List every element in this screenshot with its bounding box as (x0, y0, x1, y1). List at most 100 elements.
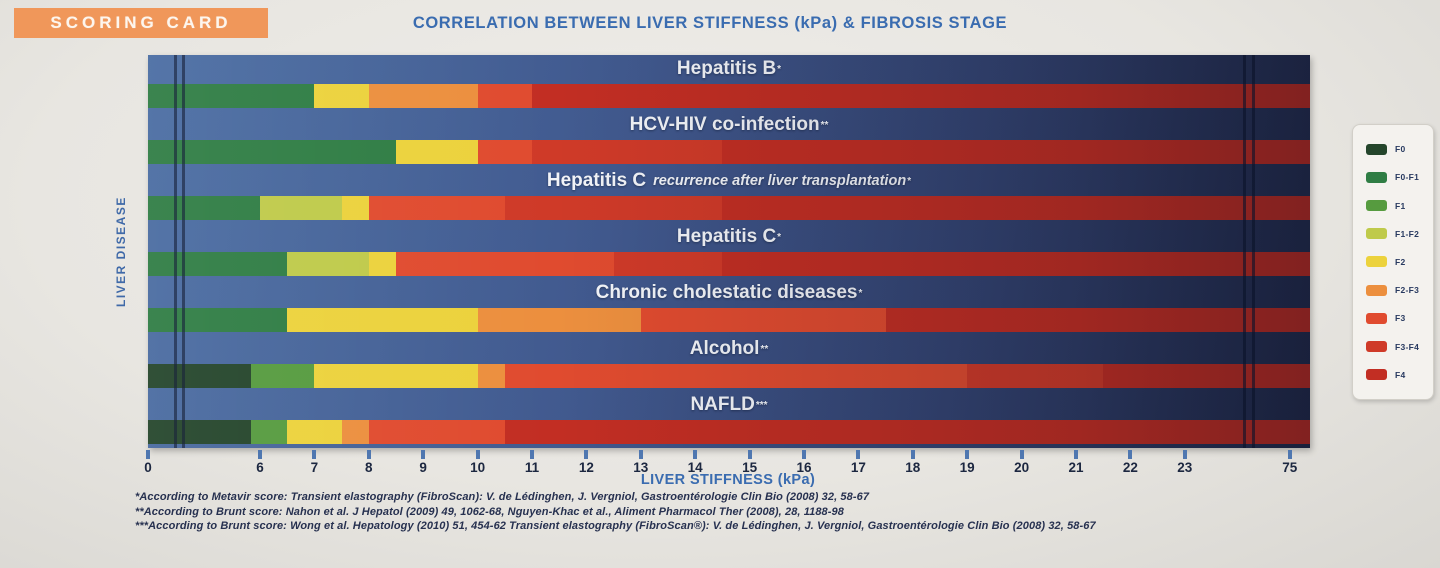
tick-mark (1182, 450, 1187, 459)
tick-mark (1074, 450, 1078, 459)
disease-row: Hepatitis C recurrence after liver transp… (148, 167, 1310, 223)
x-axis-label: LIVER STIFFNESS (kPa) (640, 472, 816, 488)
tick-label: 13 (633, 460, 649, 475)
tick-label: 7 (310, 460, 319, 475)
bar-segment-f4 (722, 196, 1310, 220)
row-title: Chronic cholestatic diseases * (148, 279, 1310, 307)
legend-item: F0 (1366, 143, 1433, 155)
bar-segment-f3-f4 (532, 140, 723, 164)
bar-segment-f0-f1 (148, 196, 260, 220)
bar-segment-f4 (722, 252, 1310, 276)
row-title: Hepatitis B * (148, 55, 1310, 83)
tick-label: 23 (1177, 460, 1193, 475)
row-title-text: Chronic cholestatic diseases (595, 282, 858, 303)
stage-swatch-f3 (1366, 312, 1387, 324)
tick-mark (530, 450, 534, 459)
tick-mark (475, 450, 480, 459)
disease-row: Hepatitis C * (148, 223, 1310, 279)
row-title-text: Hepatitis C (546, 170, 647, 191)
tick-label: 11 (524, 460, 540, 475)
tick-mark (584, 450, 589, 459)
bar-segment-f2 (341, 196, 369, 220)
bar-segment-f4 (504, 420, 1310, 444)
stage-swatch-f1 (1366, 200, 1387, 212)
legend-item: F1-F2 (1366, 228, 1433, 240)
bar-segment-f2-f3 (477, 308, 641, 332)
stage-label: F3 (1395, 313, 1406, 324)
tick-label: 14 (687, 460, 703, 475)
legend-item: F4 (1366, 369, 1433, 381)
tick-mark (421, 450, 426, 459)
bar-segment-f3 (368, 420, 505, 444)
bar-segment-f0-f1 (148, 308, 288, 332)
bar-segment-f1 (250, 420, 288, 444)
bar-segment-f4 (722, 140, 1310, 164)
tick-mark (965, 450, 970, 459)
row-title-text: HCV-HIV co-infection (629, 114, 820, 135)
disease-row: NAFLD *** (148, 391, 1310, 447)
row-title-italic-text: recurrence after liver transplantation (653, 173, 907, 189)
footnotes: *According to Metavir score: Transient e… (135, 490, 1375, 534)
legend-item: F2 (1366, 256, 1433, 268)
stacked-bar (148, 195, 1310, 223)
scoring-card-badge: SCORING CARD (14, 8, 268, 38)
tick-label: 6 (256, 460, 264, 475)
stage-label: F0 (1395, 144, 1406, 155)
stacked-bar (148, 139, 1310, 167)
tick-label: 8 (365, 460, 373, 475)
disease-row: HCV-HIV co-infection ** (148, 111, 1310, 167)
row-title-text: Hepatitis C (676, 226, 777, 247)
chart-area: Hepatitis B * HCV-HIV co-infection ** Hepati… (148, 55, 1310, 448)
bar-segment-f2-f3 (368, 84, 478, 108)
stage-swatch-f0-f1 (1366, 171, 1387, 183)
tick-mark (747, 450, 752, 459)
tick-mark (312, 450, 317, 459)
tick-mark (146, 450, 150, 459)
tick-label: 12 (578, 460, 594, 475)
row-title-footnote-marker: * (777, 231, 782, 243)
bar-segment-f0-f1 (148, 140, 396, 164)
tick-mark (638, 450, 643, 459)
tick-mark (1128, 450, 1133, 459)
row-title-footnote-marker: *** (755, 399, 768, 411)
row-title-text: Alcohol (689, 338, 760, 359)
disease-rows: Hepatitis B * HCV-HIV co-infection ** Hepati… (148, 55, 1310, 447)
tick-mark (910, 450, 915, 459)
bar-segment-f4 (885, 308, 1310, 332)
stacked-bar (148, 251, 1310, 279)
tick-mark (258, 450, 262, 459)
tick-label: 75 (1282, 460, 1298, 475)
tick-label: 9 (419, 460, 427, 475)
row-title-footnote-marker: ** (760, 343, 769, 355)
bar-segment-f0-f1 (148, 84, 315, 108)
tick-label: 20 (1014, 460, 1030, 475)
row-title: Alcohol ** (148, 335, 1310, 363)
row-title: NAFLD *** (148, 391, 1310, 419)
footnote-line: ***According to Brunt score: Wong et al.… (135, 520, 1096, 532)
row-title-text: NAFLD (690, 394, 755, 415)
bar-segment-f2 (368, 252, 396, 276)
tick-mark (856, 450, 861, 459)
bar-segment-f4 (532, 84, 1310, 108)
tick-label: 21 (1068, 460, 1084, 475)
tick-mark (693, 450, 698, 459)
stage-label: F3-F4 (1395, 341, 1420, 352)
tick-mark (802, 450, 806, 459)
bar-segment-f3 (640, 308, 886, 332)
row-title-text: Hepatitis B (676, 58, 777, 79)
bar-segment-f0-f1 (148, 252, 288, 276)
stage-swatch-f2-f3 (1366, 284, 1387, 296)
disease-row: Alcohol ** (148, 335, 1310, 391)
stacked-bar (148, 363, 1310, 391)
stage-label: F1 (1395, 200, 1406, 211)
bar-segment-f3 (368, 196, 505, 220)
legend-item: F3-F4 (1366, 341, 1433, 353)
footnote-line: **According to Brunt score: Nahon et al.… (135, 505, 844, 518)
bar-segment-f1 (250, 364, 315, 388)
row-title-footnote-marker: * (858, 287, 863, 299)
tick-label: 19 (959, 460, 975, 475)
stage-swatch-f0 (1366, 143, 1387, 155)
disease-row: Hepatitis B * (148, 55, 1310, 111)
tick-label: 0 (144, 460, 152, 475)
stage-swatch-f4 (1366, 369, 1387, 381)
